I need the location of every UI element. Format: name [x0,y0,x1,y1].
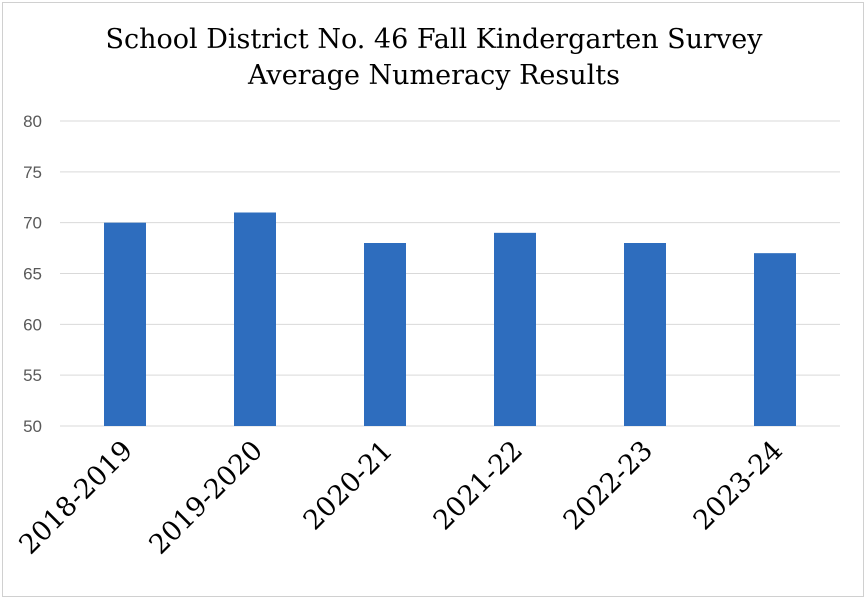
bar [234,212,276,426]
x-axis-ticks: 2018-2019 2019-2020 2020-21 2021-22 2022-23 2… [13,435,789,561]
y-tick-label: 65 [23,265,42,284]
y-tick-label: 75 [23,163,42,182]
x-tick-label: 2022-23 [558,435,659,536]
y-tick-label: 55 [23,366,42,385]
chart-title-block: School District No. 46 Fall Kindergarten… [0,22,868,94]
x-tick-label: 2023-24 [688,435,789,536]
x-tick-label: 2020-21 [298,435,399,536]
chart-subtitle: Average Numeracy Results [248,60,620,91]
y-tick-label: 80 [23,112,42,131]
gridlines [60,120,840,427]
y-tick-label: 70 [23,214,42,233]
bar [494,232,536,426]
x-tick-label: 2021-22 [428,435,529,536]
bars [104,212,796,426]
bar [104,222,146,426]
bar [754,253,796,426]
x-tick-label: 2018-2019 [13,435,139,561]
chart-title: School District No. 46 Fall Kindergarten… [105,24,763,55]
x-tick-label: 2019-2020 [143,435,269,561]
y-axis-ticks: 50 55 60 65 70 75 80 [23,112,42,436]
bar [624,243,666,426]
y-tick-label: 50 [23,417,42,436]
bar [364,243,406,426]
y-tick-label: 60 [23,315,42,334]
